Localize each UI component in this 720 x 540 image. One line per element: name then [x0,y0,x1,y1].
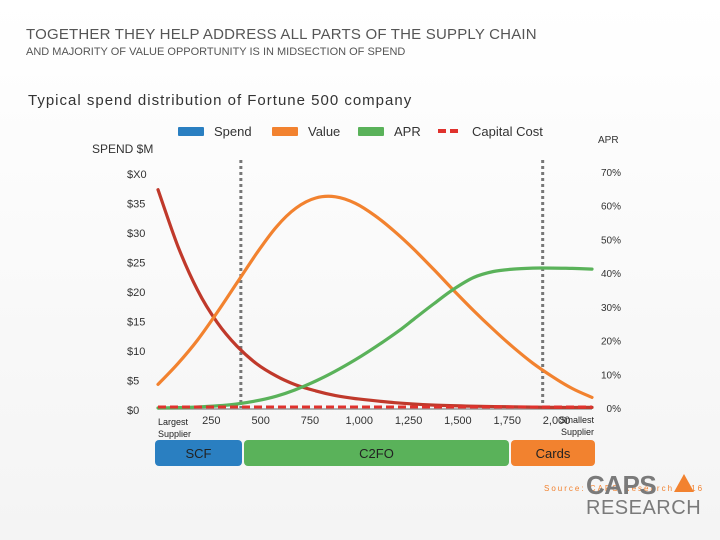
x-left-end-label: Largest [158,417,189,427]
y-axis-title: SPEND $M [92,142,153,156]
solution-bands: SCF C2FO Cards [155,440,595,466]
y-tick-label: $0 [127,405,139,417]
logo-bottom-text: RESEARCH [586,497,702,519]
x-tick-label: 250 [202,415,220,427]
y-tick-label: $35 [127,199,145,211]
chart-legend: Spend Value APR Capital Cost [178,124,543,139]
logo-triangle-icon [674,474,694,492]
x-right-end-label: Smallest [559,415,594,425]
legend-label-spend: Spend [214,124,252,139]
y2-tick-label: 60% [601,202,621,213]
legend-swatch-spend [178,127,204,136]
x-tick-label: 1,000 [346,415,374,427]
y-tick-label: $15 [127,317,145,329]
y2-tick-label: 30% [601,303,621,314]
y-tick-label: $X0 [127,169,147,181]
x-tick-label: 750 [301,415,319,427]
y-tick-label: $25 [127,258,145,270]
y-tick-label: $30 [127,228,145,240]
slide-subtitle: AND MAJORITY OF VALUE OPPORTUNITY IS IN … [26,46,406,58]
y2-axis-title: APR [598,135,619,146]
y2-tick-label: 70% [601,168,621,179]
legend-label-value: Value [308,124,340,139]
y2-tick-label: 10% [601,370,621,381]
solution-label-scf: SCF [186,446,212,461]
source-note: Source: CAPS Research 2016 [544,484,705,493]
legend-swatch-value [272,127,298,136]
chart-series [156,188,594,410]
spend-dividers [239,160,545,408]
x-left-end-label: Supplier [158,429,191,439]
series-apr-line [156,266,594,410]
x-tick-label: 500 [251,415,269,427]
legend-swatch-apr [358,127,384,136]
y2-tick-label: 50% [601,235,621,246]
y-tick-label: $5 [127,376,139,388]
logo-top-text: CAPS [586,470,657,500]
series-spend-line [156,188,594,410]
chart-title: Typical spend distribution of Fortune 50… [28,92,413,109]
x-tick-label: 1,500 [444,415,472,427]
solution-label-cards: Cards [536,446,571,461]
y-tick-label: $20 [127,287,145,299]
y2-tick-label: 40% [601,269,621,280]
x-tick-label: 1,250 [395,415,423,427]
y2-tick-label: 0% [607,404,622,415]
caps-research-logo: CAPS RESEARCH [586,472,706,520]
slide-title: TOGETHER THEY HELP ADDRESS ALL PARTS OF … [26,26,537,43]
legend-label-apr: APR [394,124,421,139]
y2-tick-label: 20% [601,337,621,348]
legend-label-capital-cost: Capital Cost [472,124,543,139]
solution-band-c2fo [244,440,509,466]
x-right-end-label: Supplier [561,427,594,437]
x-tick-label: 1,750 [493,415,521,427]
solution-label-c2fo: C2FO [359,446,394,461]
chart-axes: SPEND $M APR $X0 $35 $30 $25 $20 $15 $10 $5 $0 70% 6… [92,135,621,439]
solution-band-scf [155,440,242,466]
x-tick-label: 2,000 [543,415,571,427]
series-value-line [156,194,594,399]
y-tick-label: $10 [127,346,145,358]
solution-band-cards [511,440,595,466]
